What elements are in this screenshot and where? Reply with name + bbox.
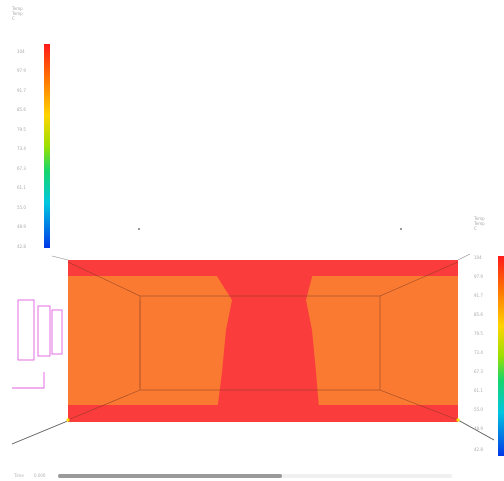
axis-mark [138,228,140,230]
legend-right-tick: 73.4 [474,350,483,355]
legend-right: Temp Temp C 104 97.9 91.7 85.6 79.5 73.4… [474,216,504,456]
legend-left-tick: 97.9 [17,68,26,73]
time-slider-thumb[interactable] [58,474,282,478]
axis-mark [400,228,402,230]
legend-left-tick: 79.5 [17,127,26,132]
legend-right-tick: 55.0 [474,407,483,412]
legend-right-tick: 85.6 [474,312,483,317]
legend-right-tick: 61.1 [474,388,483,393]
legend-left-colorbar [44,44,50,248]
legend-left-tick: 55.0 [17,205,26,210]
time-label: Time [14,473,24,478]
legend-right-tick: 97.9 [474,274,483,279]
legend-left-title-line: C [12,16,15,21]
corner-marker [66,418,70,422]
legend-right-title-line: C [474,226,477,231]
ground-line-left [11,419,71,445]
legend-left-title-line: Temp [12,6,23,11]
legend-right-title-line: Temp [474,221,485,226]
ground-line-right [457,419,495,441]
legend-left-tick: 85.6 [17,107,26,112]
corner-marker [456,418,460,422]
top-line-right [457,253,471,261]
equipment-outline [12,299,63,389]
legend-left-tick: 61.1 [17,185,26,190]
legend-right-tick: 42.8 [474,447,483,452]
legend-right-tick: 104 [474,255,482,260]
room-edges [67,261,459,421]
legend-left-tick: 104 [17,49,25,54]
legend-left-tick: 42.8 [17,244,26,249]
legend-right-tick: 79.5 [474,331,483,336]
legend-right-title-line: Temp [474,216,485,221]
top-line-left [51,255,69,261]
legend-left-title: Temp Temp C [12,6,23,21]
legend-right-tick: 48.9 [474,426,483,431]
legend-left-title-line: Temp [12,11,23,16]
legend-right-title: Temp Temp C [474,216,485,231]
legend-left: Temp Temp C 104 97.9 91.7 85.6 79.5 73.4… [12,6,50,249]
legend-left-tick: 73.4 [17,146,26,151]
legend-right-tick: 67.3 [474,369,483,374]
legend-right-tick: 91.7 [474,293,483,298]
legend-left-tick: 48.9 [17,224,26,229]
time-value: 0.000 [34,473,46,478]
legend-left-tick: 91.7 [17,88,26,93]
hot-column [208,262,320,420]
legend-left-tick: 67.3 [17,166,26,171]
time-slider[interactable] [58,474,452,478]
legend-right-colorbar [498,256,504,456]
